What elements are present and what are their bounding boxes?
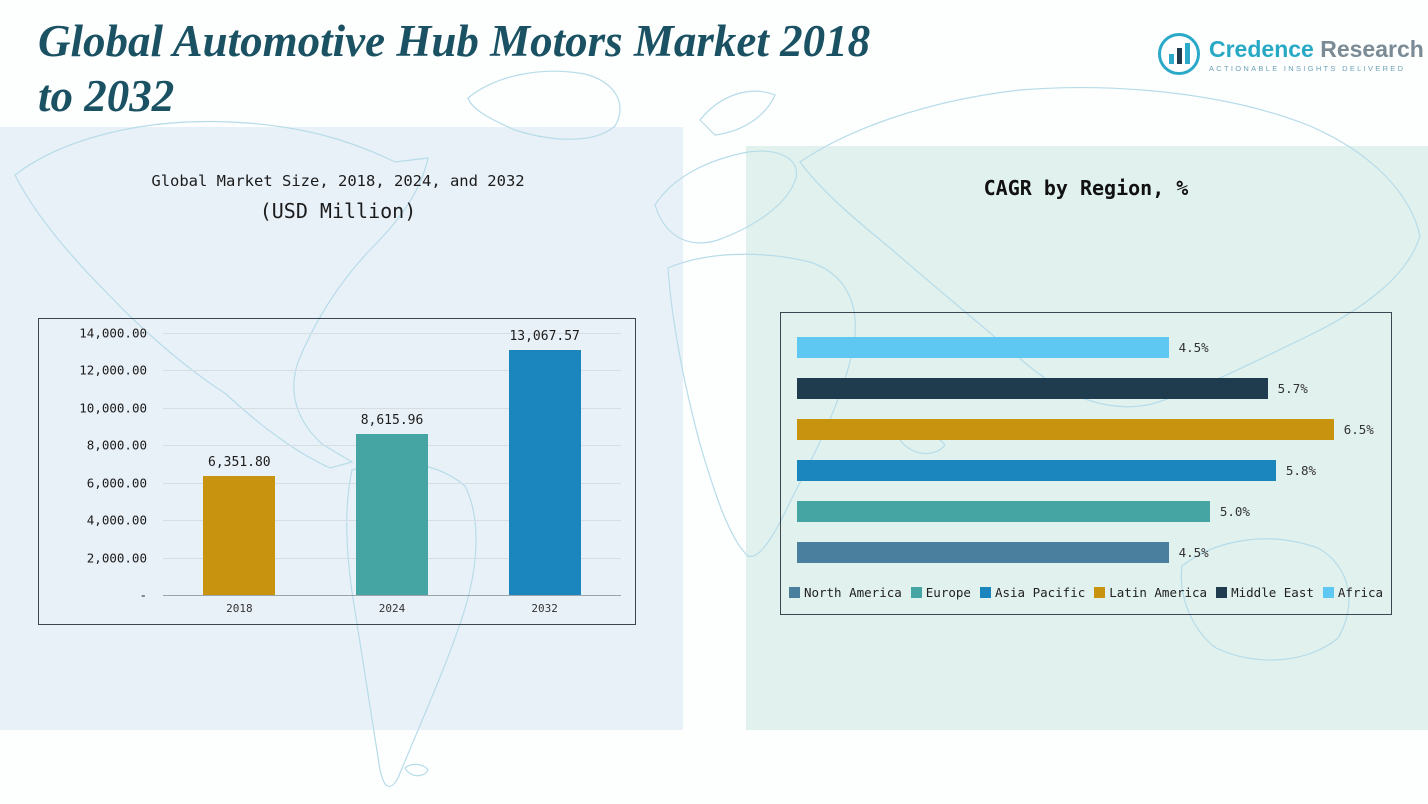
cagr-row-asia-pacific: 5.8% — [797, 460, 1375, 481]
cagr-value-label: 4.5% — [1178, 340, 1209, 355]
legend-swatch — [1094, 587, 1106, 598]
cagr-bar-africa — [797, 337, 1169, 358]
cagr-row-latin-america: 6.5% — [797, 419, 1375, 440]
x-tick-label: 2018 — [226, 602, 253, 615]
bar-group-2018: 6,351.80 — [163, 333, 316, 595]
legend-item-middle-east: Middle East — [1216, 585, 1314, 600]
bar-group-2032: 13,067.57 — [468, 329, 621, 595]
cagr-value-label: 4.5% — [1178, 545, 1209, 560]
brand-name: Credence Research — [1209, 36, 1424, 62]
legend-label: North America — [803, 585, 902, 600]
legend-swatch — [910, 587, 922, 598]
logo-text: Credence Research Actionable Insights De… — [1209, 36, 1424, 73]
cagr-bar-europe — [797, 501, 1210, 522]
cagr-value-label: 5.0% — [1219, 504, 1250, 519]
market-chart-title-line2: (USD Million) — [259, 199, 417, 223]
cagr-bar-middle-east — [797, 378, 1268, 399]
brand-name-secondary: Research — [1320, 35, 1424, 62]
cagr-row-africa: 4.5% — [797, 337, 1375, 358]
cagr-legend: North America Europe Asia Pacific Latin Ame… — [781, 585, 1391, 600]
y-tick-label: 2,000.00 — [86, 550, 147, 566]
bar-group-2024: 8,615.96 — [316, 333, 469, 595]
x-tick-label: 2024 — [378, 602, 406, 615]
page-title-line2: to 2032 — [38, 71, 175, 121]
legend-swatch — [1322, 587, 1334, 598]
cagr-value-label: 5.8% — [1285, 463, 1317, 478]
legend-swatch — [788, 587, 800, 598]
market-chart-title: Global Market Size, 2018, 2024, and 2032… — [38, 172, 638, 223]
cagr-row-europe: 5.0% — [797, 501, 1375, 522]
y-tick-label: 6,000.00 — [86, 475, 147, 491]
market-size-chart: 14,000.00 12,000.00 10,000.00 8,000.00 6,000… — [38, 318, 636, 625]
legend-item-africa: Africa — [1322, 585, 1384, 600]
credence-research-logo: Credence Research Actionable Insights De… — [1158, 33, 1424, 75]
brand-name-primary: Credence — [1209, 35, 1314, 62]
bar-value-label: 6,351.80 — [208, 455, 271, 471]
bar-2024 — [356, 433, 428, 595]
cagr-chart-rows: 4.5% 5.7% 6.5% 5.8% 5.0% 4.5% — [797, 337, 1375, 563]
market-chart-bars: 6,351.80 8,615.96 13,067.57 — [163, 329, 621, 595]
legend-label: Latin America — [1109, 585, 1208, 600]
y-tick-label: 14,000.00 — [79, 325, 147, 341]
legend-swatch — [979, 587, 991, 598]
page-title-line1: Global Automotive Hub Motors Market 2018 — [38, 16, 871, 66]
cagr-row-north-america: 4.5% — [797, 542, 1375, 563]
y-tick-label: - — [139, 587, 147, 603]
y-tick-label: 8,000.00 — [86, 437, 147, 453]
cagr-row-middle-east: 5.7% — [797, 378, 1375, 399]
legend-label: Middle East — [1231, 585, 1314, 600]
legend-label: Asia Pacific — [994, 585, 1086, 600]
legend-swatch — [1216, 587, 1228, 598]
legend-item-europe: Europe — [910, 585, 971, 600]
y-tick-label: 10,000.00 — [79, 400, 147, 416]
legend-item-latin-america: Latin America — [1094, 585, 1207, 600]
market-chart-title-line1: Global Market Size, 2018, 2024, and 2032 — [151, 172, 525, 190]
market-chart-y-axis: 14,000.00 12,000.00 10,000.00 8,000.00 6,000… — [39, 326, 155, 603]
brand-tagline: Actionable Insights Delivered — [1209, 63, 1406, 73]
bar-2018 — [203, 476, 276, 595]
cagr-by-region-chart: 4.5% 5.7% 6.5% 5.8% 5.0% 4.5% North America Eu… — [780, 312, 1392, 615]
cagr-chart-title: CAGR by Region, % — [983, 176, 1189, 200]
cagr-bar-latin-america — [797, 419, 1334, 440]
bar-2032 — [508, 350, 581, 595]
x-tick-label: 2032 — [531, 602, 558, 615]
legend-item-asia-pacific: Asia Pacific — [979, 585, 1086, 600]
page-title: Global Automotive Hub Motors Market 2018… — [38, 14, 1038, 124]
y-tick-label: 12,000.00 — [79, 362, 147, 378]
legend-item-north-america: North America — [788, 585, 902, 600]
legend-label: Africa — [1337, 585, 1384, 600]
cagr-value-label: 6.5% — [1343, 422, 1374, 437]
cagr-bar-asia-pacific — [797, 460, 1276, 481]
y-tick-label: 4,000.00 — [86, 512, 147, 528]
bar-chart-logo-icon — [1158, 33, 1200, 75]
bar-value-label: 13,067.57 — [509, 329, 580, 345]
bar-value-label: 8,615.96 — [360, 412, 424, 428]
gridline — [163, 595, 621, 596]
market-chart-x-axis: 2018 2024 2032 — [163, 602, 621, 615]
cagr-value-label: 5.7% — [1277, 381, 1308, 396]
cagr-bar-north-america — [797, 542, 1169, 563]
legend-label: Europe — [925, 585, 971, 600]
